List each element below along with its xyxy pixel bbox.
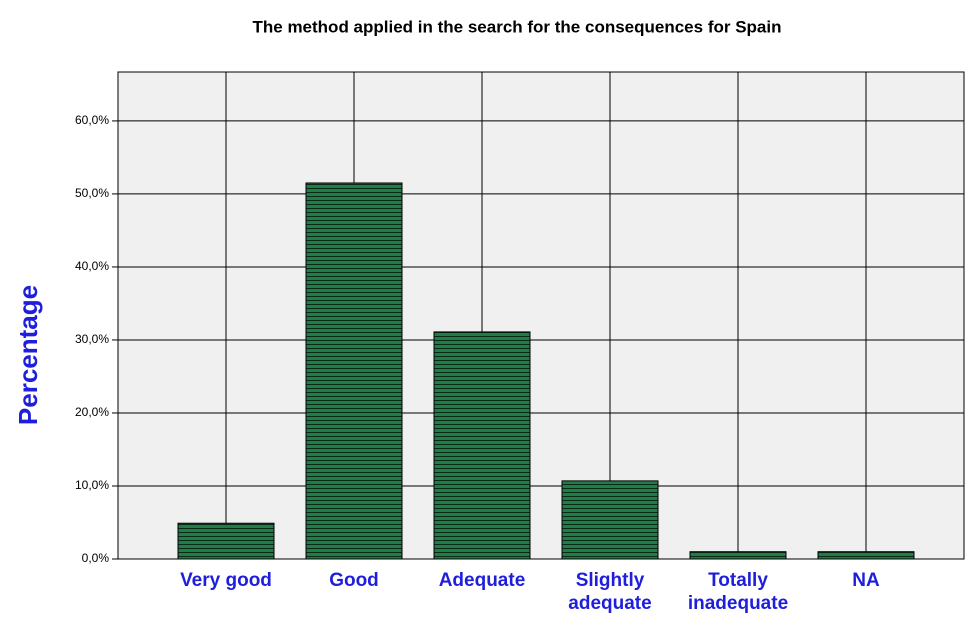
chart-title: The method applied in the search for the… (253, 17, 782, 36)
x-tick-label: Totally inadequate (687, 570, 789, 614)
y-tick-label: 10,0% (75, 478, 109, 492)
bar (305, 182, 403, 560)
x-tick-label: Very good (180, 570, 272, 591)
y-tick-label: 50,0% (75, 186, 109, 200)
bar (177, 522, 275, 560)
plot-area (117, 71, 965, 560)
bar (817, 551, 915, 560)
y-tick-label: 60,0% (75, 113, 109, 127)
y-tick-label: 20,0% (75, 405, 109, 419)
x-tick-label: Adequate (438, 570, 526, 591)
bar (689, 551, 787, 560)
y-axis-label: Percentage (13, 285, 43, 425)
x-tick-label: Slightly adequate (568, 570, 652, 614)
x-tick-label: NA (852, 570, 880, 591)
bar (561, 480, 659, 560)
bar (433, 331, 531, 560)
y-tick-label: 40,0% (75, 259, 109, 273)
y-tick-label: 0,0% (82, 551, 110, 565)
x-tick-label: Good (329, 570, 379, 591)
y-tick-label: 30,0% (75, 332, 109, 346)
